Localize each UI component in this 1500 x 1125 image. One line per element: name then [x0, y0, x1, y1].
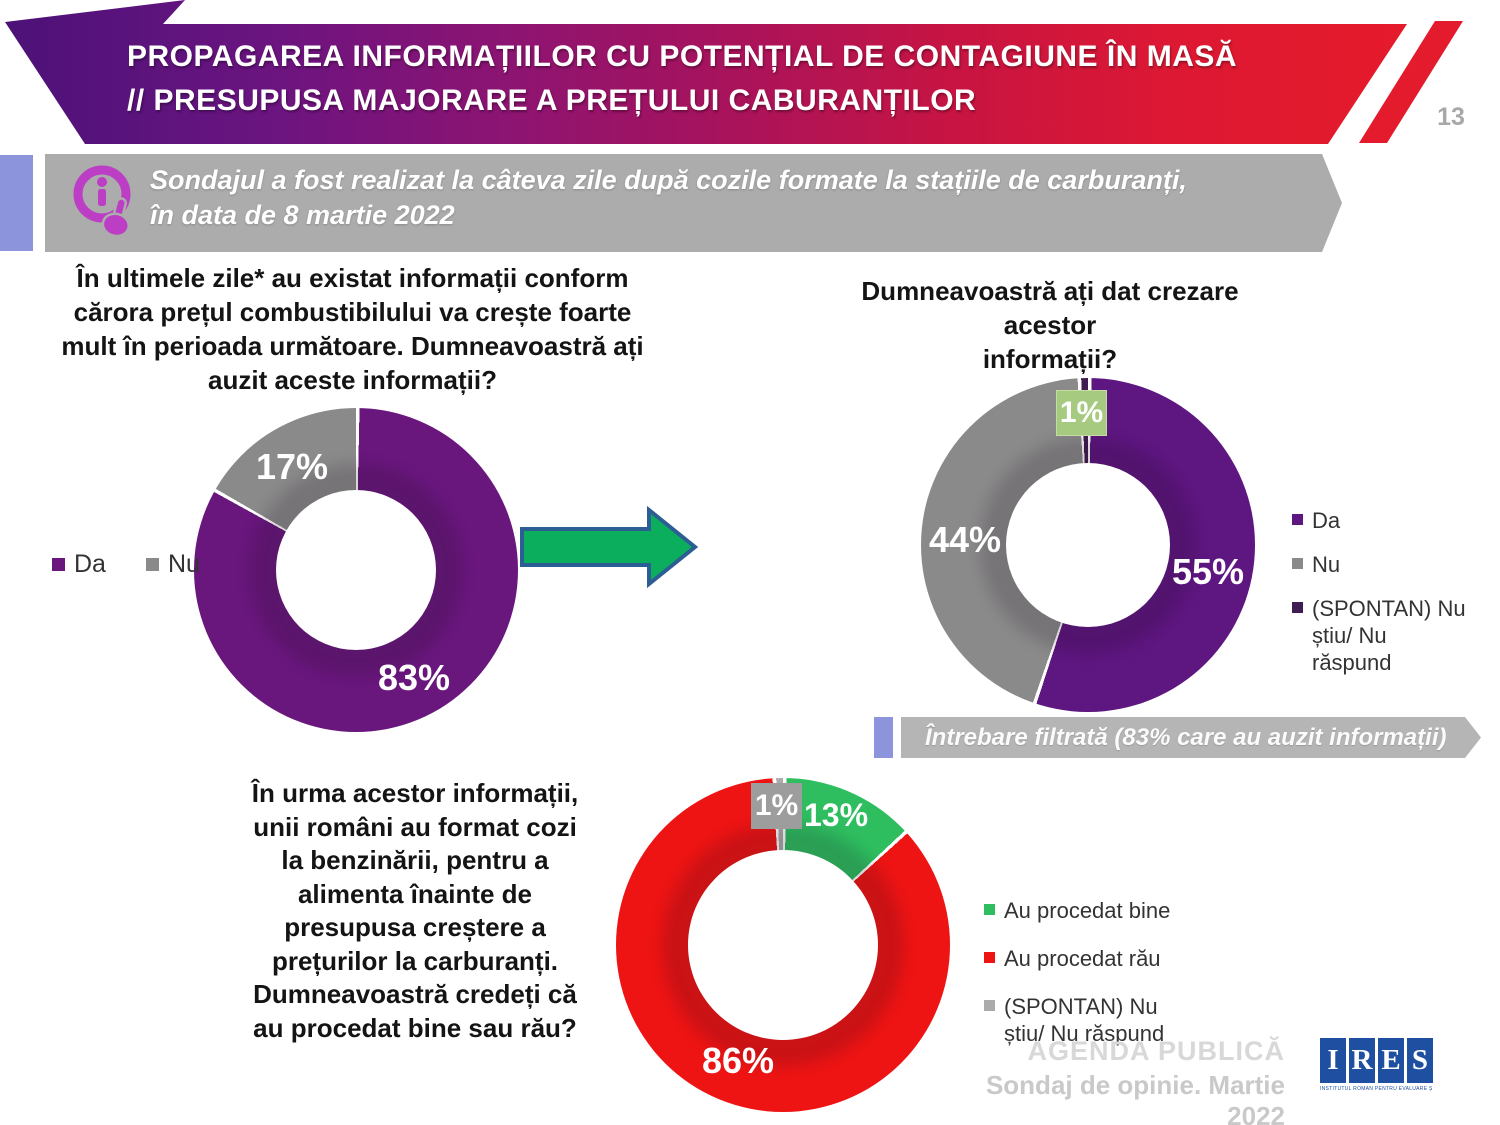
legend-label-spontan: (SPONTAN) Nu știu/ Nu răspund	[1004, 994, 1165, 1046]
footer-survey-info: Sondaj de opinie. Martie 2022	[985, 1070, 1285, 1125]
slice-label-da: 83%	[377, 657, 451, 698]
legend-label-bine: Au procedat bine	[1004, 898, 1171, 923]
header-banner	[5, 0, 1407, 144]
filter-note-text: Întrebare filtrată (83% care au auzit in…	[925, 724, 1447, 751]
legend-chart1: Da Nu	[52, 550, 200, 579]
legend-swatch-nu	[1292, 558, 1303, 569]
footer: AGENDA PUBLICĂ Sondaj de opinie. Martie …	[940, 1036, 1285, 1125]
question-heard-info: În ultimele zile* au existat informații …	[61, 263, 644, 395]
legend-swatch-bine	[984, 904, 995, 915]
legend-chart3: Au procedat bine Au procedat rău (SPONTA…	[984, 897, 1194, 1047]
legend-label-nu: Nu	[167, 550, 200, 578]
legend-item-bine: Au procedat bine	[984, 897, 1194, 924]
logo-tagline: INSTITUTUL ROMÂN PENTRU EVALUARE ȘI STRA…	[1320, 1086, 1433, 1092]
slice-label-spontan: 1%	[1056, 390, 1107, 436]
legend-label-nu: Nu	[1312, 552, 1341, 577]
filter-accent-tab	[874, 717, 893, 758]
legend-item-rau: Au procedat rău	[984, 945, 1194, 972]
legend-swatch-nu	[145, 558, 159, 571]
slide-title-line1: PROPAGAREA INFORMAȚIILOR CU POTENȚIAL DE…	[127, 40, 1238, 73]
donut-hole	[1006, 463, 1170, 627]
slice-label-rau: 86%	[701, 1040, 775, 1081]
legend-item-da: Da	[52, 550, 106, 579]
legend-item-da: Da	[1292, 507, 1492, 534]
legend-label-rau: Au procedat rău	[1004, 946, 1161, 971]
page-number: 13	[1437, 103, 1465, 131]
filter-note-bar: Întrebare filtrată (83% care au auzit in…	[901, 717, 1481, 758]
info-icon	[73, 165, 131, 238]
legend-label-da: Da	[1312, 508, 1341, 533]
legend-label-spontan: (SPONTAN) Nu știu/ Nu răspund	[1312, 596, 1466, 675]
slice-label-spontan: 1%	[751, 783, 802, 829]
logo-letter-e: E	[1378, 1038, 1404, 1083]
slice-label-nu: 44%	[928, 519, 1002, 560]
arrow-right-icon	[520, 505, 699, 589]
slice-label-bine: 13%	[803, 797, 869, 833]
legend-swatch-da	[1292, 514, 1303, 525]
ires-logo-letters: I R E S	[1320, 1038, 1433, 1083]
donut-chart-heard-info	[194, 408, 518, 732]
logo-letter-s: S	[1407, 1038, 1433, 1083]
survey-note-text: Sondajul a fost realizat la câteva zile …	[150, 165, 1187, 230]
ires-logo: I R E S INSTITUTUL ROMÂN PENTRU EVALUARE…	[1320, 1038, 1433, 1092]
donut-chart-acted-well-or-bad	[616, 778, 950, 1112]
question-acted-well-or-bad: În urma acestor informații, unii români …	[251, 778, 579, 1043]
donut-hole	[276, 490, 436, 650]
legend-label-da: Da	[74, 550, 106, 578]
logo-letter-r: R	[1349, 1038, 1375, 1083]
legend-swatch-rau	[984, 952, 995, 963]
legend-chart2: Da Nu (SPONTAN) Nu știu/ Nu răspund	[1292, 507, 1492, 676]
footer-project-title: AGENDA PUBLICĂ	[1027, 1036, 1285, 1066]
side-accent-tab	[0, 155, 33, 251]
legend-item-nu: Nu	[145, 550, 200, 579]
legend-item-spontan: (SPONTAN) Nu știu/ Nu răspund	[984, 993, 1194, 1047]
slice-label-nu: 17%	[255, 446, 329, 487]
legend-item-nu: Nu	[1292, 551, 1492, 578]
legend-item-spontan: (SPONTAN) Nu știu/ Nu răspund	[1292, 595, 1492, 676]
logo-letter-i: I	[1320, 1038, 1346, 1083]
legend-swatch-spontan	[1292, 602, 1303, 613]
slide-title-line2: // PRESUPUSA MAJORARE A PREȚULUI CABURAN…	[127, 84, 977, 117]
legend-swatch-da	[52, 558, 65, 571]
survey-note-bar	[45, 154, 1342, 252]
legend-swatch-spontan	[984, 1000, 995, 1011]
question-believed-info: Dumneavoastră ați dat crezare acestor in…	[861, 276, 1239, 374]
donut-hole	[688, 850, 878, 1040]
slice-label-da: 55%	[1171, 551, 1245, 592]
